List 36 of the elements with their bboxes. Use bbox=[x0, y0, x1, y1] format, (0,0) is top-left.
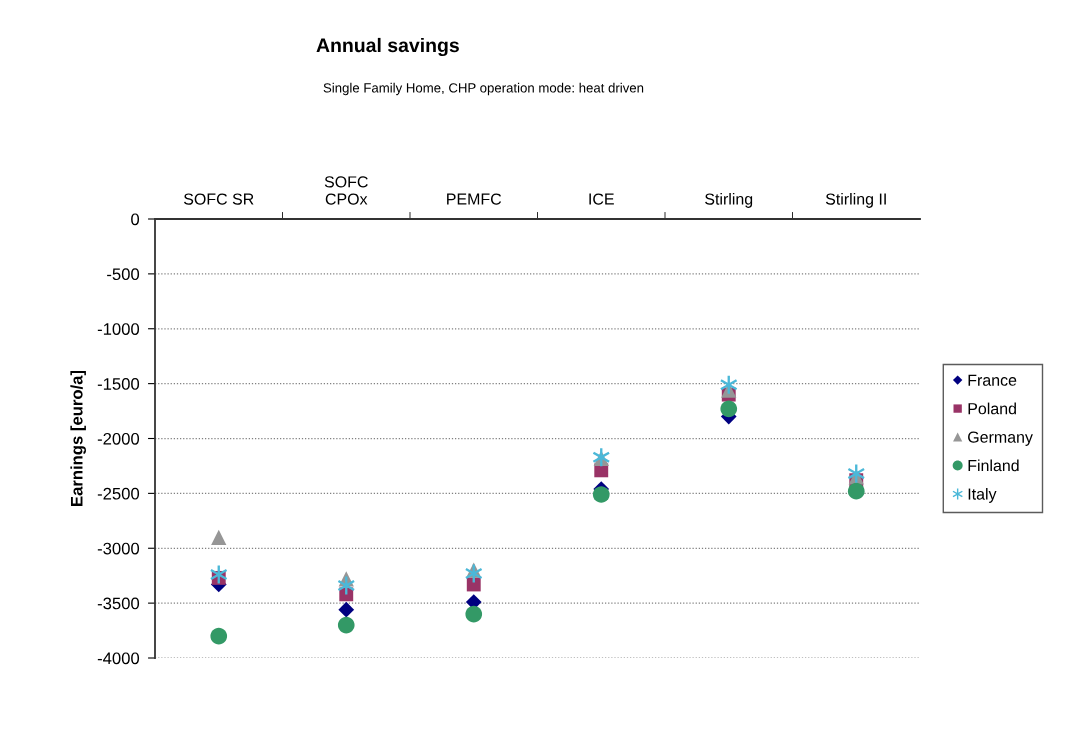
point bbox=[465, 564, 483, 583]
point bbox=[210, 627, 228, 645]
point bbox=[847, 482, 865, 500]
y-axis-title: Earnings [euro/a] bbox=[70, 370, 86, 506]
x-tick-label: SOFC SR bbox=[183, 193, 254, 205]
point bbox=[847, 464, 865, 483]
x-tick-label: Stirling bbox=[705, 193, 753, 208]
point bbox=[592, 486, 610, 503]
point bbox=[338, 601, 355, 618]
x-tick-label: SOFC CPOx bbox=[324, 176, 368, 205]
legend-label: France bbox=[968, 374, 1017, 386]
x-tick-label: Stirling II bbox=[825, 193, 886, 208]
legend-label: Finland bbox=[968, 459, 1019, 472]
y-tick-label: -2000 bbox=[97, 432, 140, 445]
y-tick-label: -3000 bbox=[97, 542, 140, 555]
y-tick-label: -1500 bbox=[97, 378, 140, 390]
y-tick-label: -2500 bbox=[97, 487, 140, 500]
y-tick-label: -1000 bbox=[97, 323, 140, 335]
x-tick-label: ICE bbox=[589, 193, 614, 205]
chart-subtitle: Single Family Home, CHP operation mode: heat driven bbox=[323, 82, 644, 96]
point bbox=[337, 576, 355, 595]
legend-label: Germany bbox=[968, 431, 1033, 446]
y-tick-label: 0 bbox=[131, 213, 140, 226]
chart-title: Annual savings bbox=[316, 37, 459, 57]
x-tick-label: PEMFC bbox=[447, 193, 502, 205]
legend-label: Italy bbox=[968, 487, 997, 503]
point bbox=[211, 529, 227, 545]
y-tick-label: -500 bbox=[107, 268, 140, 281]
point bbox=[210, 565, 228, 584]
y-tick-label: -3500 bbox=[97, 597, 140, 610]
point bbox=[337, 616, 355, 634]
legend-label: Poland bbox=[968, 402, 1016, 415]
point bbox=[720, 375, 738, 394]
point bbox=[720, 400, 738, 418]
point bbox=[465, 605, 483, 623]
y-tick-label: -4000 bbox=[97, 652, 140, 665]
